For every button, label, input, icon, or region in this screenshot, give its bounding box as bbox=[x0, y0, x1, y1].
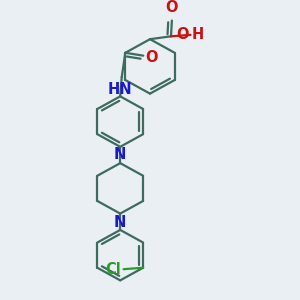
Text: H: H bbox=[192, 26, 204, 41]
Text: O: O bbox=[146, 50, 158, 65]
Text: N: N bbox=[114, 215, 126, 230]
Text: O: O bbox=[166, 0, 178, 15]
Text: HN: HN bbox=[108, 82, 133, 97]
Text: Cl: Cl bbox=[105, 262, 121, 277]
Text: N: N bbox=[114, 147, 126, 162]
Text: O: O bbox=[176, 26, 189, 41]
